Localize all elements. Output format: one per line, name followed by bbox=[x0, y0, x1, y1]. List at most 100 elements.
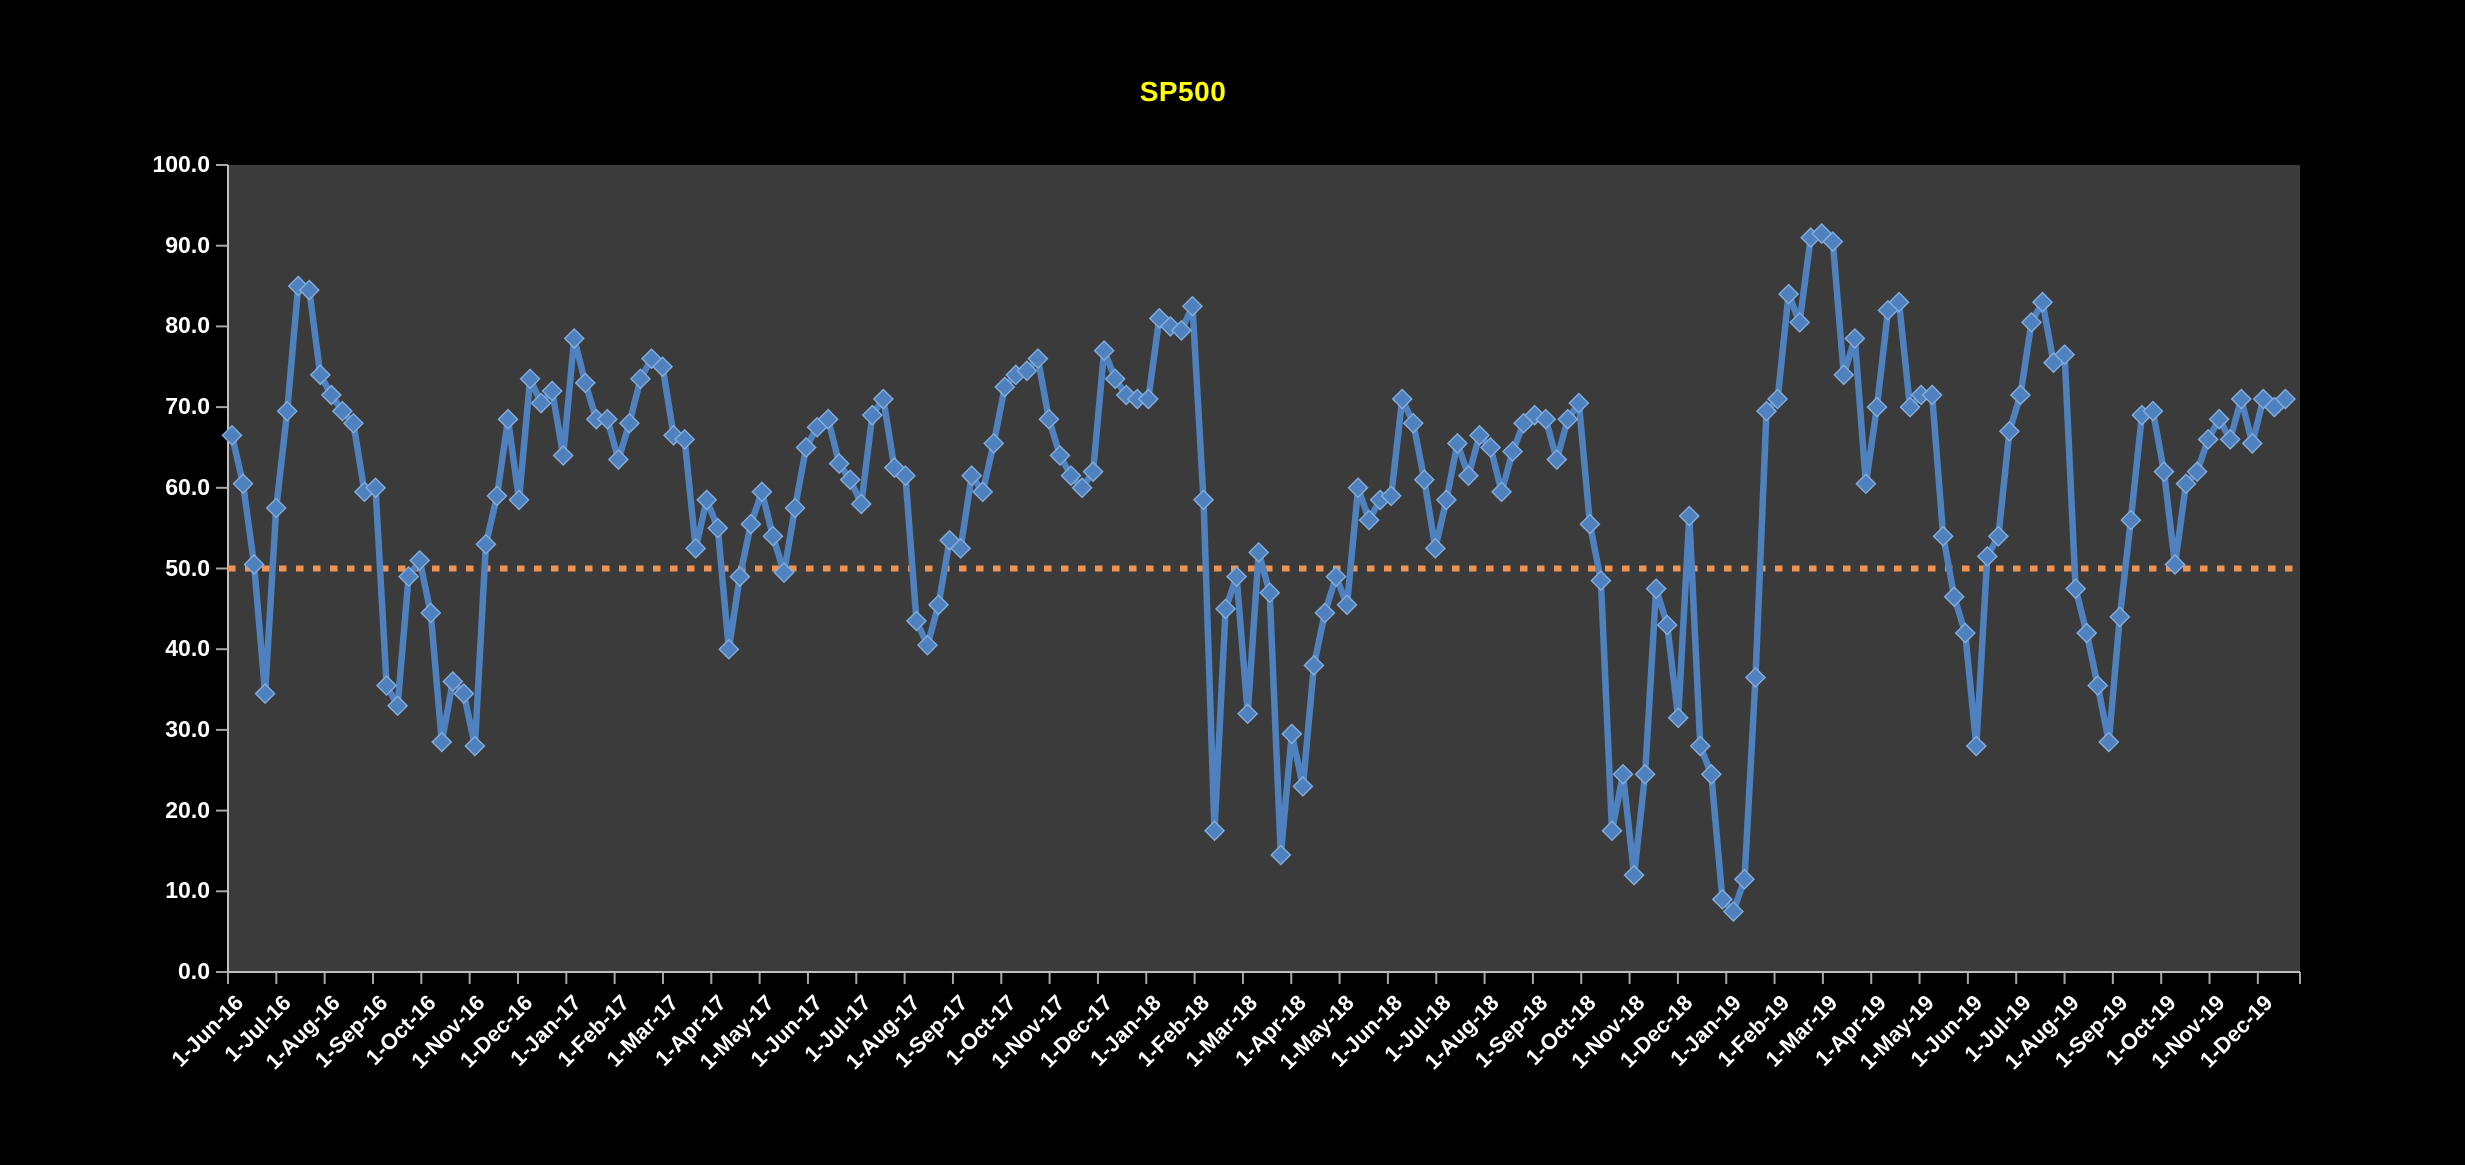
data-point-marker bbox=[1204, 820, 1226, 842]
data-point-marker bbox=[552, 444, 574, 467]
data-point-marker bbox=[1888, 291, 1910, 313]
data-point-marker bbox=[1711, 888, 1733, 910]
data-point-marker bbox=[1038, 408, 1060, 430]
y-tick-label: 70.0 bbox=[165, 393, 210, 420]
data-point-marker bbox=[2175, 473, 2197, 495]
data-point-marker bbox=[1314, 602, 1336, 624]
data-point-marker bbox=[1137, 388, 1159, 410]
data-point-marker bbox=[364, 477, 387, 499]
data-point-marker bbox=[1270, 844, 1292, 866]
data-point-marker bbox=[376, 674, 398, 697]
data-point-marker bbox=[309, 364, 331, 386]
data-point-marker bbox=[1358, 509, 1380, 531]
data-point-marker bbox=[2274, 388, 2296, 410]
data-point-marker bbox=[1778, 283, 1800, 305]
y-tick-label: 0.0 bbox=[178, 958, 210, 984]
data-point-marker bbox=[1601, 820, 1623, 842]
data-point-marker bbox=[541, 380, 563, 402]
data-point-marker bbox=[1303, 654, 1325, 676]
data-point-marker bbox=[530, 392, 552, 414]
data-point-marker bbox=[1899, 396, 1921, 418]
data-point-marker bbox=[1027, 348, 1049, 370]
data-point-marker bbox=[398, 566, 420, 588]
data-point-marker bbox=[2009, 384, 2031, 406]
data-point-marker bbox=[1866, 396, 1888, 418]
data-point-marker bbox=[1248, 541, 1270, 563]
data-point-marker bbox=[431, 731, 453, 753]
data-point-marker bbox=[2241, 432, 2263, 454]
data-point-marker bbox=[2031, 291, 2054, 313]
sp500-series-markers bbox=[221, 223, 2296, 923]
y-tick-label: 10.0 bbox=[165, 877, 210, 904]
data-point-marker bbox=[629, 368, 652, 390]
y-tick-label: 20.0 bbox=[165, 796, 210, 823]
data-point-marker bbox=[1170, 319, 1192, 341]
data-point-marker bbox=[850, 493, 872, 515]
data-point-marker bbox=[1789, 311, 1811, 333]
data-point-marker bbox=[1932, 525, 1954, 547]
y-tick-label: 80.0 bbox=[165, 312, 210, 339]
data-point-marker bbox=[652, 356, 674, 378]
data-point-marker bbox=[2153, 461, 2175, 483]
data-point-marker bbox=[2219, 428, 2241, 450]
data-point-marker bbox=[1833, 364, 1855, 386]
data-point-marker bbox=[1181, 295, 1203, 317]
data-point-marker bbox=[276, 400, 298, 422]
y-tick-label: 50.0 bbox=[165, 554, 210, 581]
data-point-marker bbox=[2087, 674, 2109, 697]
data-point-marker bbox=[1535, 408, 1557, 430]
data-point-marker bbox=[342, 412, 364, 434]
data-point-marker bbox=[1435, 489, 1457, 511]
data-point-marker bbox=[773, 561, 795, 584]
data-point-marker bbox=[762, 525, 784, 547]
data-point-marker bbox=[1502, 440, 1524, 463]
data-point-marker bbox=[1126, 388, 1148, 410]
data-point-marker bbox=[232, 473, 254, 495]
data-point-marker bbox=[839, 469, 861, 491]
data-point-marker bbox=[409, 549, 431, 571]
data-point-marker bbox=[1071, 477, 1093, 499]
data-point-marker bbox=[221, 424, 243, 446]
data-point-marker bbox=[1192, 489, 1215, 511]
data-point-marker bbox=[2054, 344, 2076, 366]
data-point-marker bbox=[1391, 388, 1413, 410]
data-point-marker bbox=[243, 553, 265, 576]
y-tick-label: 30.0 bbox=[165, 715, 210, 742]
data-point-marker bbox=[994, 376, 1016, 398]
data-point-marker bbox=[961, 465, 983, 487]
data-point-marker bbox=[729, 566, 751, 588]
data-point-marker bbox=[784, 497, 806, 519]
data-point-marker bbox=[1755, 400, 1778, 422]
data-point-marker bbox=[585, 408, 607, 430]
data-point-marker bbox=[1446, 432, 1468, 454]
data-point-marker bbox=[1954, 622, 1976, 644]
data-point-marker bbox=[972, 481, 994, 503]
data-point-marker bbox=[795, 436, 817, 458]
data-point-marker bbox=[486, 485, 508, 507]
data-point-marker bbox=[2208, 408, 2230, 430]
data-point-marker bbox=[1998, 420, 2020, 442]
data-point-marker bbox=[1049, 444, 1071, 467]
data-point-marker bbox=[2230, 388, 2252, 410]
data-point-marker bbox=[983, 432, 1005, 454]
data-point-marker bbox=[685, 537, 707, 559]
data-point-marker bbox=[1568, 392, 1590, 414]
data-point-marker bbox=[905, 610, 928, 632]
data-point-marker bbox=[1579, 513, 1601, 535]
data-point-marker bbox=[1336, 594, 1358, 616]
data-point-marker bbox=[1921, 384, 1943, 406]
data-point-marker bbox=[1413, 469, 1435, 491]
data-point-marker bbox=[2142, 400, 2164, 422]
data-point-marker bbox=[1943, 586, 1965, 608]
data-point-marker bbox=[674, 428, 696, 450]
data-point-marker bbox=[1457, 465, 1479, 487]
data-point-marker bbox=[1722, 900, 1744, 923]
data-point-marker bbox=[751, 481, 773, 503]
data-point-marker bbox=[1259, 582, 1281, 604]
data-point-marker bbox=[320, 384, 342, 406]
data-point-marker bbox=[1082, 461, 1104, 483]
y-tick-label: 90.0 bbox=[165, 231, 210, 258]
data-point-marker bbox=[298, 279, 320, 301]
